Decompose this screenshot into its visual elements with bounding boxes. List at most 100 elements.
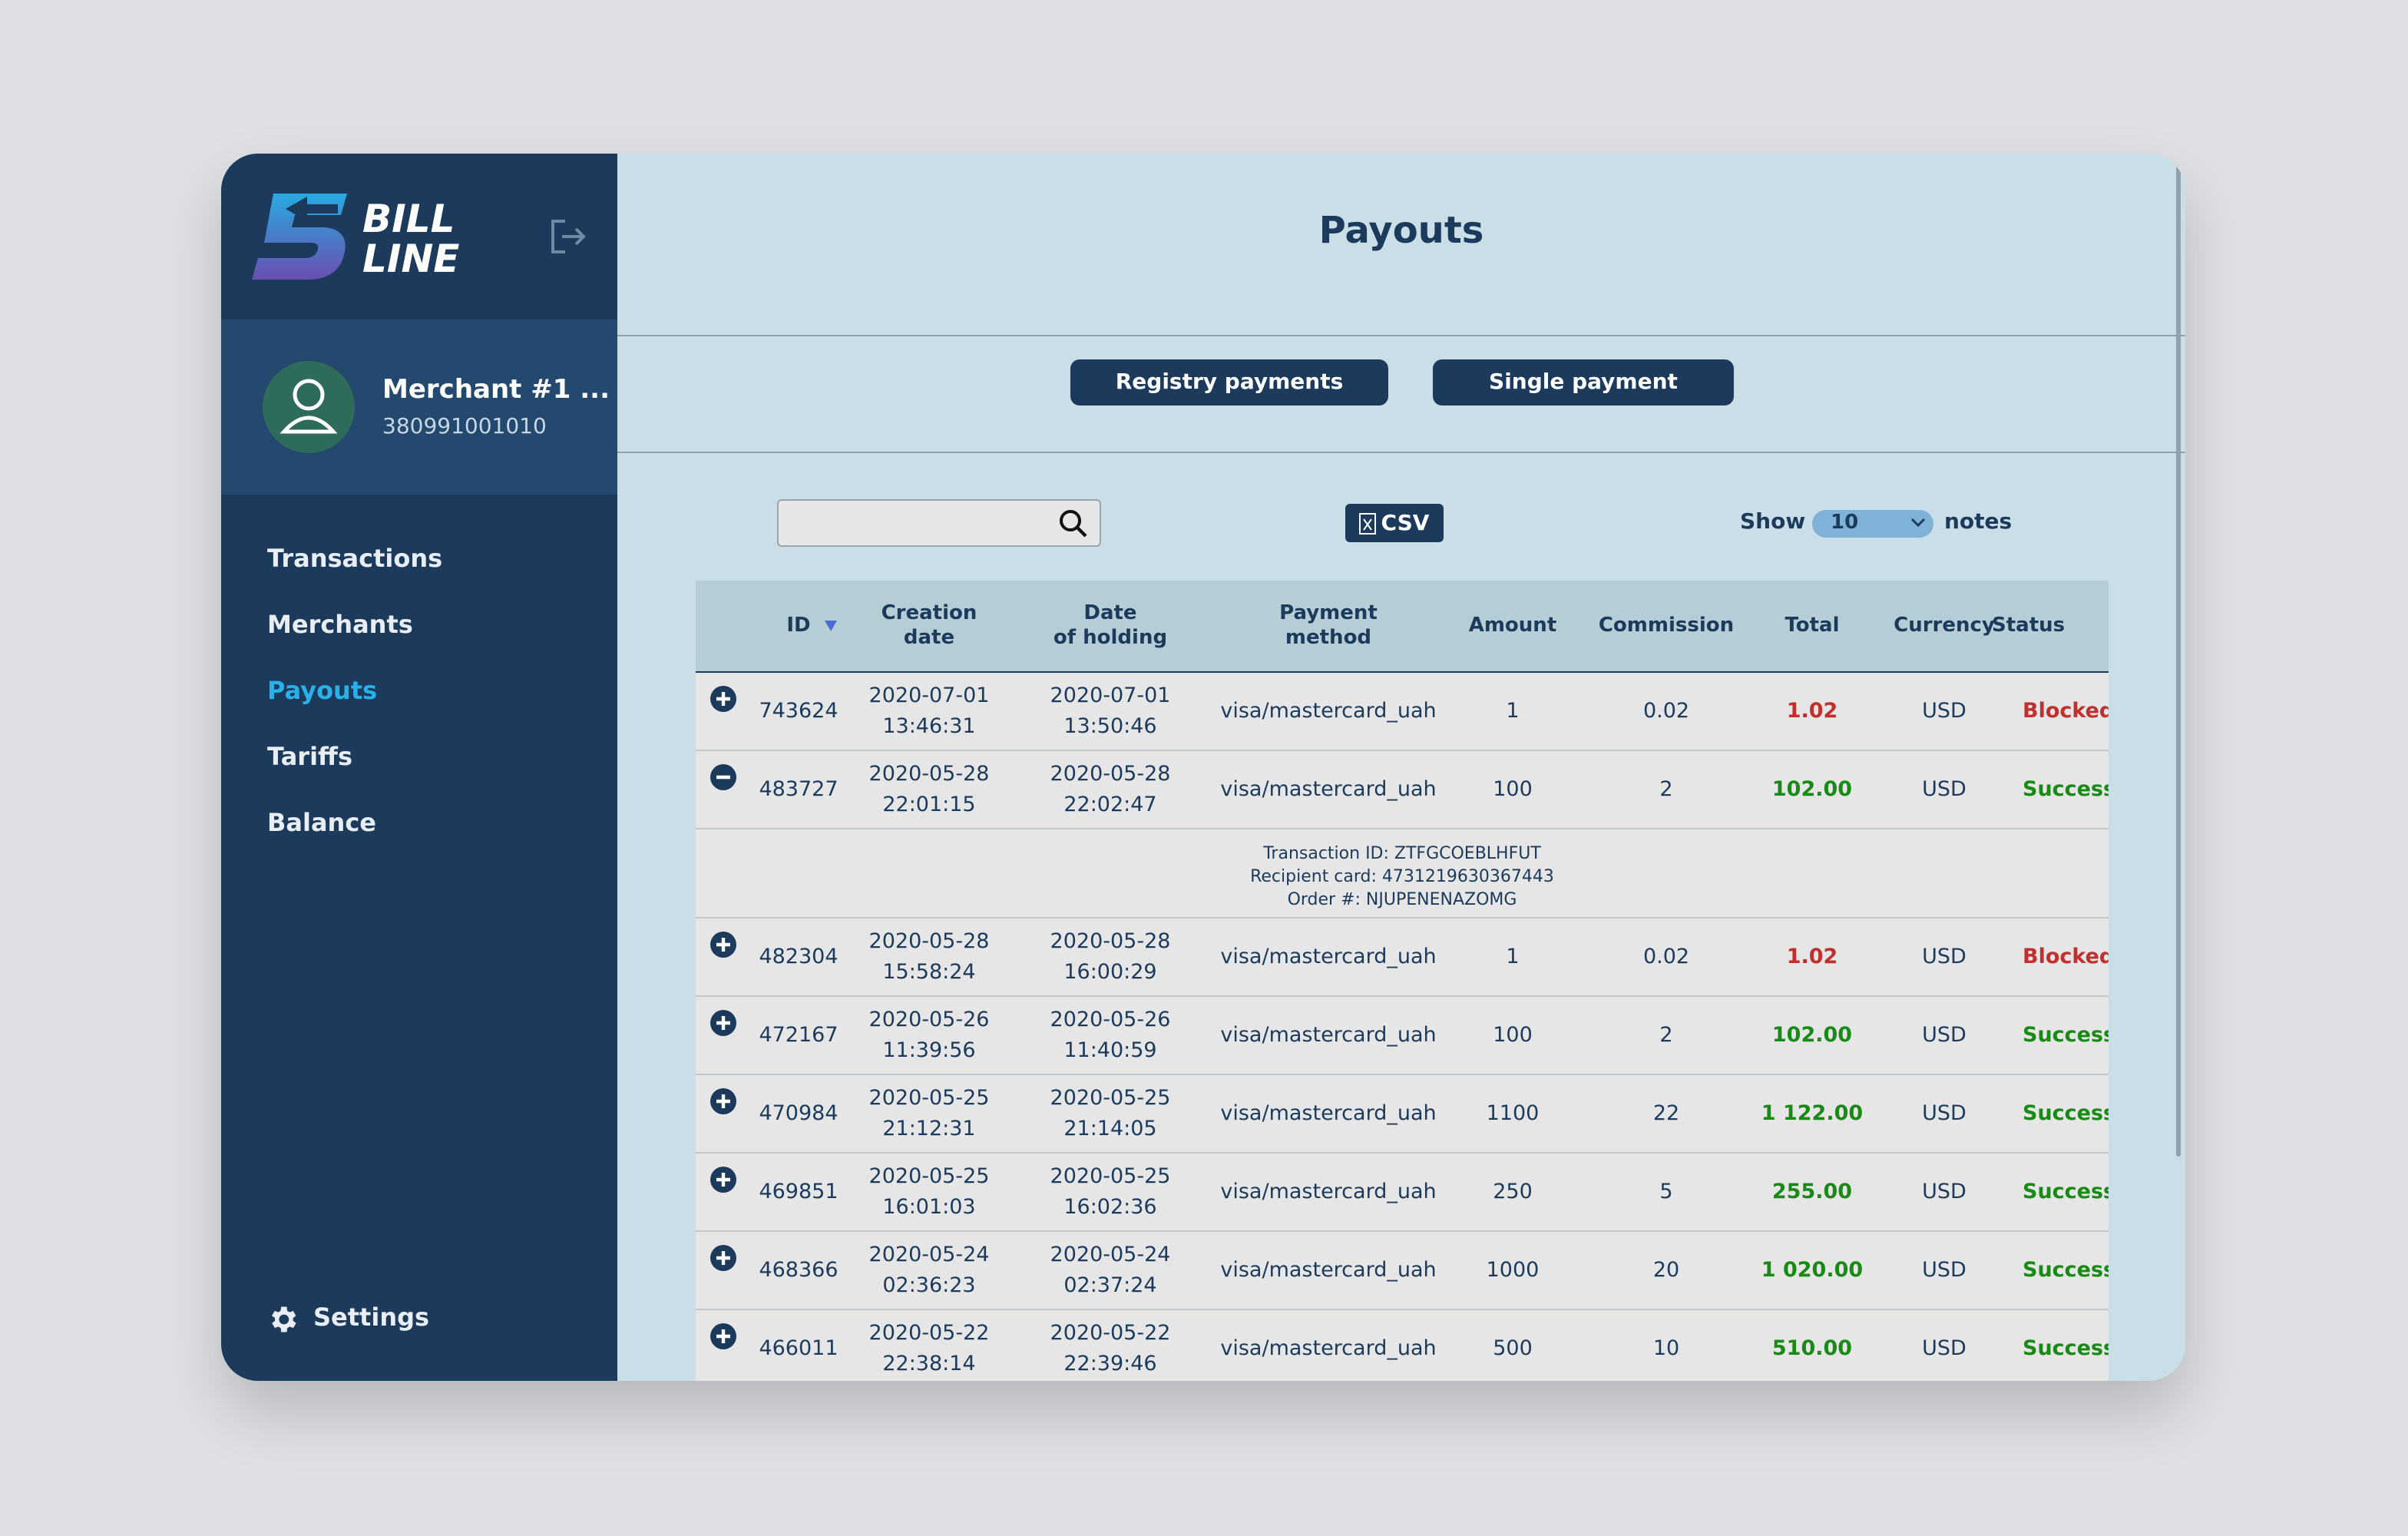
payouts-table: ID Creation date Date of holding Payment me… [696,581,2109,1381]
table-cell: 483727 [759,777,838,802]
logo-line: LINE [362,237,460,281]
table-cell: 1.02 [1786,699,1838,723]
page-size-select[interactable]: 10 [1812,510,1933,538]
table-cell: 2020-05-25 16:01:03 [868,1164,990,1220]
tab-button[interactable]: Single payment [1433,359,1734,406]
column-header[interactable]: Payment method [1279,601,1378,649]
csv-label: CSV [1381,511,1430,535]
table-cell: Blocked [2023,945,2109,969]
merchant-panel: Merchant #1 ... 380991001010 [221,319,617,495]
expand-icon[interactable] [710,1244,737,1272]
logo-line: BILL [362,197,455,241]
table-cell: 2 [1659,1023,1673,1048]
column-header[interactable]: Total [1784,614,1840,637]
table-cell: 1.02 [1786,945,1838,969]
table-row: 483727 2020-05-28 22:01:15 2020-05-28 22:0… [696,751,2109,829]
detail-line: Recipient card: 4731219630367443 [1250,866,1554,886]
table-cell: Success [2023,1180,2109,1204]
table-cell: USD [1922,1101,1966,1126]
table-cell: visa/mastercard_uah [1220,1258,1437,1283]
table-cell: 2020-05-28 16:00:29 [1050,929,1171,985]
detail-line: Transaction ID: ZTFGCOEBLHFUT [1263,843,1541,863]
tab-button[interactable]: Registry payments [1070,359,1388,406]
table-cell: USD [1922,1023,1966,1048]
table-cell: visa/mastercard_uah [1220,777,1437,802]
table-cell: 2020-07-01 13:46:31 [868,684,990,739]
table-cell: visa/mastercard_uah [1220,945,1437,969]
sort-arrow[interactable] [825,621,837,631]
table-cell: 100 [1493,1023,1533,1048]
table-row: 469851 2020-05-25 16:01:03 2020-05-25 16:0… [696,1154,2109,1232]
expand-icon[interactable] [710,1087,737,1115]
expand-icon[interactable] [710,1009,737,1037]
chevron [1910,518,1926,528]
column-header[interactable]: Date of holding [1053,601,1168,649]
table-cell: 2020-05-28 22:01:15 [868,762,990,817]
app-window: BILL LINE Merchant #1 ... 380991001010 Se… [221,154,2185,1381]
nav-link[interactable]: Transactions [267,544,443,573]
table-cell: 2020-05-24 02:36:23 [868,1243,990,1298]
detail-line: Order #: NJUPENENAZOMG [1287,889,1517,909]
merchant-phone: 380991001010 [382,415,547,439]
page-title: Payouts [1318,209,1484,252]
table-cell: 2020-07-01 13:50:46 [1050,684,1171,739]
table-header: ID Creation date Date of holding Payment me… [696,581,2109,674]
column-header[interactable]: Creation date [881,601,977,649]
merchant-name: Merchant #1 ... [382,375,610,406]
column-header[interactable]: Commission [1598,614,1735,637]
show-label: Show [1740,510,1806,535]
nav-link[interactable]: Payouts [267,676,378,705]
scrollbar [2176,166,2181,1157]
column-header[interactable]: Status [1992,614,2066,637]
collapse-icon[interactable] [710,763,737,791]
table-cell: 5 [1659,1180,1673,1204]
table-row: 743624 2020-07-01 13:46:31 2020-07-01 13:5… [696,673,2109,751]
table-cell: 2020-05-26 11:40:59 [1050,1008,1171,1063]
nav-link[interactable]: Tariffs [267,742,353,771]
table-cell: 250 [1493,1180,1533,1204]
expand-icon[interactable] [710,685,737,713]
settings-link[interactable]: Settings [313,1303,430,1332]
table-cell: 2020-05-28 15:58:24 [868,929,990,985]
csv-button[interactable]: CSV [1345,504,1444,542]
expand-icon[interactable] [710,931,737,958]
table-cell: 1100 [1486,1101,1540,1126]
table-cell: 468366 [759,1258,838,1283]
table-cell: 2020-05-25 16:02:36 [1050,1164,1171,1220]
table-cell: Blocked [2023,699,2109,723]
expand-icon[interactable] [710,1322,737,1350]
notes-label: notes [1944,510,2013,535]
table-row: 466011 2020-05-22 22:38:14 2020-05-22 22:3… [696,1310,2109,1381]
search-icon [1060,510,1087,538]
table-row: 468366 2020-05-24 02:36:23 2020-05-24 02:3… [696,1232,2109,1310]
table-cell: 500 [1493,1336,1533,1361]
table-cell: USD [1922,1180,1966,1204]
table-cell: 2020-05-24 02:37:24 [1050,1243,1171,1298]
table-cell: 1000 [1486,1258,1540,1283]
table-cell: 2 [1659,777,1673,802]
sidebar: BILL LINE Merchant #1 ... 380991001010 Se… [221,154,617,1381]
logout-icon[interactable] [547,215,590,258]
column-header[interactable]: ID [786,614,811,637]
expand-icon[interactable] [710,1166,737,1193]
table-cell: USD [1922,777,1966,802]
divider [617,335,2185,336]
column-header[interactable]: Currency [1894,614,1995,637]
table-cell: 482304 [759,945,838,969]
nav-link[interactable]: Balance [267,808,376,837]
column-header[interactable]: Amount [1468,614,1557,637]
table-cell: visa/mastercard_uah [1220,1101,1437,1126]
table-cell: USD [1922,1336,1966,1361]
search-input[interactable] [777,499,1101,547]
nav-link[interactable]: Merchants [267,610,413,639]
detail-row: Transaction ID: ZTFGCOEBLHFUT Recipient c… [696,829,2109,919]
table-row: 472167 2020-05-26 11:39:56 2020-05-26 11:4… [696,997,2109,1075]
table-cell: visa/mastercard_uah [1220,1180,1437,1204]
table-cell: 22 [1652,1101,1680,1126]
table-cell: 1 020.00 [1761,1258,1864,1283]
table-cell: Success [2023,1258,2109,1283]
table-cell: Success [2023,1023,2109,1048]
table-cell: Success [2023,777,2109,802]
table-cell: 470984 [759,1101,838,1126]
table-cell: 255.00 [1771,1180,1853,1204]
